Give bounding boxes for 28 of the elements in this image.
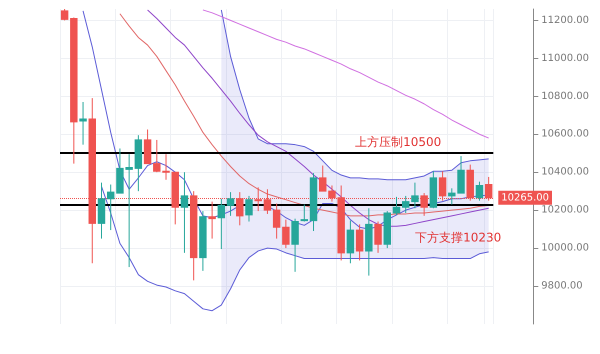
ref-line-label: 下方支撑10230 [415,230,502,244]
candlestick [300,204,308,222]
candlestick [291,218,299,272]
candlestick [162,154,170,180]
y-tick-label: 10400.00 [541,166,590,178]
candlestick [457,156,465,194]
ref-line-label: 上方压制10500 [355,135,442,150]
candlestick [245,195,253,222]
ref-line-label: 10265.00 [501,192,550,204]
y-tick-label: 10800.00 [541,90,590,102]
candlestick [79,101,87,146]
y-tick-label: 11000.00 [541,52,590,64]
candlestick [218,198,226,250]
y-tick-label: 11200.00 [541,14,590,26]
candlestick [448,188,456,205]
candlestick [476,181,484,202]
y-tick-label: 10600.00 [541,128,590,140]
candlestick [180,172,188,254]
y-tick-label: 9800.00 [541,280,583,292]
candlestick [208,201,216,240]
candlestick [226,192,234,216]
y-tick-label: 10000.00 [541,242,590,254]
y-tick-label: 10200.00 [541,204,590,216]
candlestick [346,220,354,264]
line-series [220,9,490,180]
candlestick [374,221,382,254]
candlestick [392,196,400,216]
candlestick [356,224,364,261]
